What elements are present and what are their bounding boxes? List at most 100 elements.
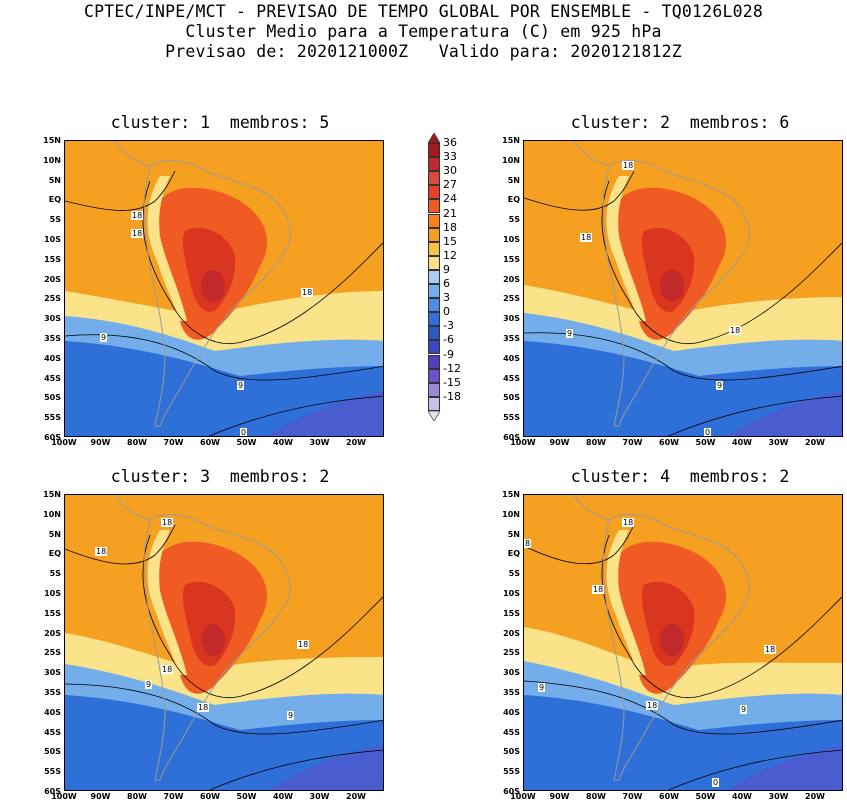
colorbar-level-label: 18 — [443, 220, 457, 234]
longitude-label: 60W — [200, 792, 220, 801]
colorbar-level-label: -3 — [443, 319, 454, 333]
colorbar-swatch — [428, 157, 440, 172]
contour-label: 9 — [237, 381, 245, 390]
contour-label: 18 — [646, 701, 659, 710]
longitude-label: 100W — [51, 792, 77, 801]
latitude-label: 10S — [44, 589, 61, 598]
colorbar-level-label: 30 — [443, 164, 457, 178]
panel-title-1: cluster: 1 membros: 5 — [110, 113, 330, 132]
colorbar-swatch — [428, 326, 440, 341]
central-america-outline — [114, 495, 151, 521]
contour-label: 9 — [100, 333, 108, 342]
contour-label: 9 — [538, 683, 546, 692]
map-field-1 — [65, 141, 383, 436]
latitude-label: 5S — [508, 569, 520, 579]
max-temperature-core — [660, 270, 684, 302]
colorbar-swatch — [428, 298, 440, 313]
colorbar-level-label: 3 — [443, 291, 450, 305]
title-line-2: Cluster Medio para a Temperatura (C) em … — [185, 22, 662, 41]
contour-label: 18 — [729, 326, 742, 335]
contour-9 — [524, 680, 842, 735]
latitude-label: 25S — [44, 294, 61, 304]
longitude-label: 80W — [127, 438, 147, 447]
colorbar-swatch — [428, 312, 440, 327]
contour-18-north — [65, 170, 176, 211]
longitude-label: 20W — [346, 438, 366, 447]
colorbar-level-label: 9 — [443, 262, 450, 276]
longitude-label: 60W — [659, 792, 679, 801]
central-america-outline — [114, 141, 151, 167]
latitude-label: 25S — [44, 648, 61, 658]
latitude-label: 15S — [503, 608, 520, 618]
longitude-label: 60W — [200, 438, 220, 447]
latitude-label: 60S — [44, 433, 61, 442]
colorbar-level-label: 21 — [443, 206, 457, 220]
latitude-label: 55S — [44, 767, 61, 777]
colorbar-swatch — [428, 368, 440, 383]
longitude-label: 30W — [309, 438, 330, 447]
latitude-label: EQ — [48, 195, 61, 205]
colorbar-swatch — [428, 213, 440, 228]
contour-label: 18 — [161, 665, 174, 674]
colorbar-swatch — [428, 199, 440, 214]
latitude-label: 15S — [44, 608, 61, 618]
latitude-label: 10S — [44, 235, 61, 244]
latitude-label: 10S — [503, 589, 520, 598]
contour-0 — [667, 749, 842, 790]
contour-label: 0 — [712, 778, 720, 787]
latitude-label: 55S — [44, 413, 61, 423]
temperature-map-1: 18 18 18 9 9 0 — [64, 140, 384, 437]
colorbar-level-label: -6 — [443, 333, 454, 347]
andes-cool-strip — [606, 176, 646, 321]
colorbar-up-arrow — [427, 133, 441, 143]
latitude-label: 10N — [43, 155, 61, 165]
latitude-label: 15N — [43, 136, 61, 145]
max-temperature-core — [201, 624, 225, 656]
temperature-map-2: 18 18 18 9 9 0 — [523, 140, 843, 437]
longitude-label: 40W — [732, 438, 752, 447]
contour-label: 18 — [95, 547, 108, 556]
title-line-1: CPTEC/INPE/MCT - PREVISAO DE TEMPO GLOBA… — [84, 2, 763, 21]
south-america-outline — [602, 514, 750, 781]
colorbar-level-label: 36 — [443, 136, 457, 149]
latitude-label: 5N — [48, 175, 61, 185]
andes-cool-strip — [147, 176, 187, 321]
latitude-label: EQ — [48, 549, 61, 559]
latitude-label: 40S — [44, 353, 61, 363]
longitude-label: 90W — [549, 792, 570, 801]
latitude-label: 50S — [44, 393, 61, 403]
cold-region — [524, 695, 842, 790]
contour-label: 18 — [622, 518, 635, 527]
latitude-label: 5N — [507, 175, 520, 185]
title-line-3: Previsao de: 2020121000Z Valido para: 20… — [165, 42, 682, 61]
latitude-label: 10N — [502, 509, 520, 519]
colorbar-level-label: 15 — [443, 234, 457, 248]
longitude-label: 100W — [510, 792, 536, 801]
latitude-label: 60S — [503, 787, 520, 796]
contour-9 — [524, 332, 842, 381]
map-field-4 — [524, 495, 842, 790]
longitude-label: 80W — [127, 792, 147, 801]
contour-label: 0 — [704, 428, 712, 437]
latitude-label: 20S — [503, 628, 520, 638]
panel-title-4: cluster: 4 membros: 2 — [570, 467, 790, 486]
contour-18-north — [65, 524, 176, 565]
colorbar-level-label: 12 — [443, 248, 457, 262]
colorbar-swatch — [428, 382, 440, 397]
colorbar-level-label: 0 — [443, 305, 450, 319]
latitude-label: 20S — [44, 274, 61, 284]
colorbar-swatch — [428, 143, 440, 158]
longitude-label: 30W — [309, 792, 330, 801]
latitude-label: 5S — [508, 215, 520, 225]
colorbar-swatch — [428, 227, 440, 242]
latitude-label: 30S — [503, 668, 520, 678]
contour-label: 18 — [131, 229, 144, 238]
colorbar-level-label: -18 — [443, 389, 461, 403]
latitude-label: EQ — [507, 549, 520, 559]
latitude-label: 5N — [507, 529, 520, 539]
latitude-label: 35S — [503, 334, 520, 343]
contour-label: 18 — [764, 645, 777, 654]
latitude-label: 35S — [44, 334, 61, 343]
latitude-label: 40S — [44, 707, 61, 717]
central-america-outline — [573, 495, 610, 521]
